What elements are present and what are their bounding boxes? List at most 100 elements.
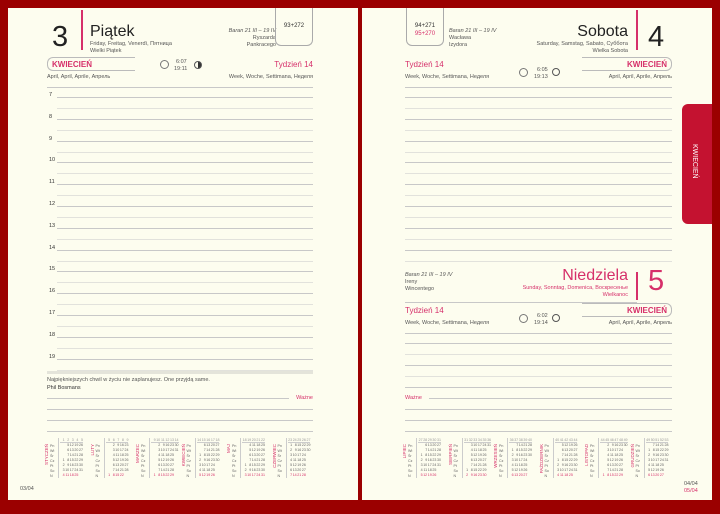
calendar-day: 3 xyxy=(112,448,115,452)
note-line[interactable] xyxy=(405,431,672,432)
half-hour-line[interactable] xyxy=(57,195,313,197)
note-line[interactable] xyxy=(405,129,672,131)
hour-line[interactable] xyxy=(57,336,313,338)
weekday-abbr: Wt xyxy=(186,449,191,453)
hour-label: 15 xyxy=(49,266,56,273)
note-line[interactable] xyxy=(405,227,672,229)
calendar-day: 29 xyxy=(573,458,578,462)
calendar-day: 16 xyxy=(473,473,478,477)
week-number: 19 xyxy=(247,438,252,442)
note-line[interactable] xyxy=(47,398,289,399)
weekday-abbr: N xyxy=(232,474,235,478)
half-hour-line[interactable] xyxy=(57,304,313,306)
half-hour-line[interactable] xyxy=(57,238,313,240)
note-line[interactable] xyxy=(405,206,672,207)
note-line[interactable] xyxy=(405,140,672,142)
hour-line[interactable] xyxy=(57,249,313,251)
calendar-day: 31 xyxy=(487,443,492,447)
calendar-day: 21 xyxy=(297,473,302,477)
calendar-day: 17 xyxy=(477,443,482,447)
note-line[interactable] xyxy=(405,97,672,98)
note-line[interactable] xyxy=(405,162,672,164)
hour-line[interactable] xyxy=(57,118,313,120)
weekday-abbr: So xyxy=(499,469,504,473)
half-hour-line[interactable] xyxy=(57,282,313,284)
note-line[interactable] xyxy=(405,364,672,366)
nameday: Wincentego xyxy=(405,286,435,292)
half-hour-line[interactable] xyxy=(57,369,313,371)
half-hour-line[interactable] xyxy=(57,347,313,349)
note-line[interactable] xyxy=(405,353,672,355)
calendar-day: 21 xyxy=(119,468,124,472)
note-line[interactable] xyxy=(405,216,672,218)
calendar-day: 13 xyxy=(609,463,614,467)
calendar-day: 2 xyxy=(648,453,651,457)
month-tab[interactable]: KWIECIEŃ xyxy=(682,104,712,224)
calendar-day: 26 xyxy=(124,458,129,462)
note-line[interactable] xyxy=(405,343,672,344)
note-line[interactable] xyxy=(405,107,672,109)
note-line[interactable] xyxy=(47,420,313,421)
calendar-day: 4 xyxy=(112,453,115,457)
half-hour-line[interactable] xyxy=(57,173,313,175)
hour-line[interactable] xyxy=(57,293,313,295)
calendar-day: 15 xyxy=(473,468,478,472)
half-hour-line[interactable] xyxy=(57,216,313,218)
weekday-abbr: N xyxy=(95,474,99,478)
calendar-day: 25 xyxy=(432,468,437,472)
calendar-day: 12 xyxy=(514,468,519,472)
hour-line[interactable] xyxy=(57,227,313,229)
calendar-month: LISTOPAD xyxy=(584,444,589,466)
note-line[interactable] xyxy=(429,398,672,399)
calendar-day: 6 xyxy=(249,453,252,457)
week-number: 22 xyxy=(260,438,265,442)
calendar-day: 9 xyxy=(611,443,614,447)
half-hour-line[interactable] xyxy=(57,107,313,109)
weekday-abbr: Pn xyxy=(186,444,191,448)
calendar-day: 9 xyxy=(249,468,252,472)
calendar-day: 23 xyxy=(256,468,261,472)
calendar-day: 28 xyxy=(124,468,129,472)
hour-line[interactable] xyxy=(57,271,313,273)
note-line[interactable] xyxy=(405,238,672,240)
note-line[interactable] xyxy=(405,151,672,153)
calendar-day: 1 xyxy=(511,448,514,452)
weekday-abbr: Wt xyxy=(453,449,458,453)
hour-line[interactable] xyxy=(57,315,313,316)
calendar-day: 21 xyxy=(568,453,573,457)
hour-line[interactable] xyxy=(57,206,313,207)
note-line[interactable] xyxy=(405,420,672,421)
note-line[interactable] xyxy=(47,409,313,410)
weekday-abbr: Cz xyxy=(499,459,504,463)
note-line[interactable] xyxy=(405,195,672,197)
note-line[interactable] xyxy=(405,260,672,262)
calendar-month: STYCZEŃ xyxy=(44,444,49,466)
hour-line[interactable] xyxy=(57,140,313,142)
note-line[interactable] xyxy=(405,249,672,251)
hour-line[interactable] xyxy=(57,97,313,98)
hour-line[interactable] xyxy=(57,358,313,360)
hour-line[interactable] xyxy=(57,184,313,186)
sunrise-icon xyxy=(160,60,169,69)
calendar-day: 4 xyxy=(62,473,65,477)
hour-line[interactable] xyxy=(57,162,313,164)
note-line[interactable] xyxy=(405,409,672,410)
note-line[interactable] xyxy=(405,375,672,377)
note-line[interactable] xyxy=(405,173,672,175)
note-line[interactable] xyxy=(405,386,672,388)
half-hour-line[interactable] xyxy=(57,260,313,262)
half-hour-line[interactable] xyxy=(57,129,313,131)
sunrise: 6:07 xyxy=(176,59,187,65)
note-line[interactable] xyxy=(405,118,672,120)
calendar-day: 8 xyxy=(112,473,115,477)
week-number: 8 xyxy=(121,438,124,442)
calendar-day xyxy=(573,473,578,478)
note-line[interactable] xyxy=(47,431,313,432)
half-hour-line[interactable] xyxy=(57,325,313,327)
calendar-day: 16 xyxy=(614,443,619,447)
mini-calendar: WRZESIEŃ Pn Wt Śr Cz Pt So N 36 37 38 39 40 7 14 21 28 1 8… xyxy=(493,438,538,478)
week-label: Tydzień 14 xyxy=(274,60,313,69)
calendar-day: 23 xyxy=(124,443,129,447)
half-hour-line[interactable] xyxy=(57,151,313,153)
note-line[interactable] xyxy=(405,184,672,186)
